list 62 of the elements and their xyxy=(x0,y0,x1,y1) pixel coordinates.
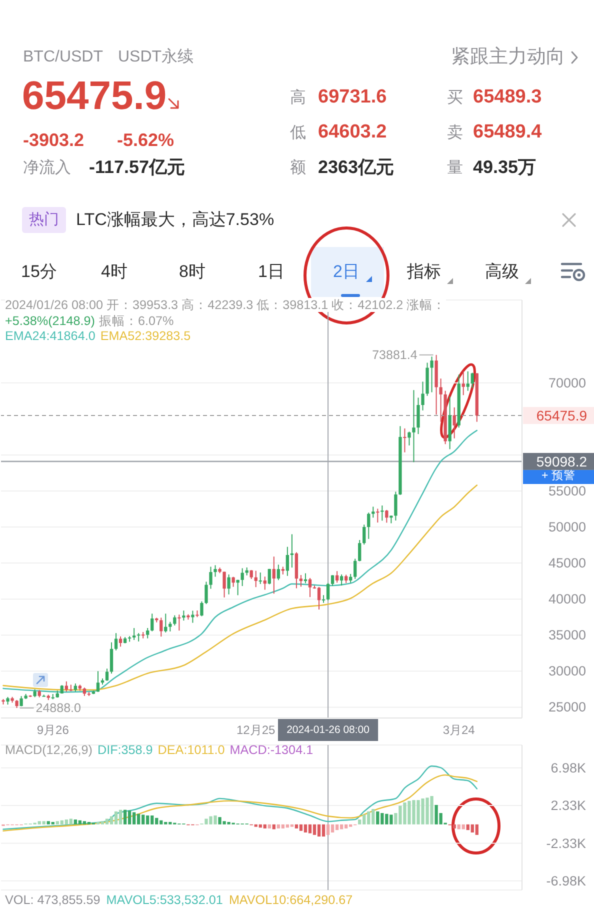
text: 2日 xyxy=(333,262,360,282)
y-tick-label: 55000 xyxy=(548,483,586,498)
chart-title: MACD(12,26,9) xyxy=(5,743,92,757)
annotation: 73881.4 xyxy=(372,348,418,362)
ref-line-label: 65475.9 xyxy=(536,407,588,424)
text: 高 xyxy=(290,88,306,108)
text: LTC涨幅最大，高达7.53% xyxy=(76,210,274,230)
x-tick-label: 3月24 xyxy=(442,723,476,737)
ref-line-label: 2024-01-26 08:00 xyxy=(286,724,370,736)
text: 紧跟主力动向 xyxy=(451,46,565,70)
annotation: EMA52:39283.5 xyxy=(100,329,191,344)
text: 低 xyxy=(290,123,306,143)
text: 8时 xyxy=(179,262,206,282)
text: MAVOL5:533,532.01 xyxy=(106,893,223,907)
text: 高级 xyxy=(485,262,519,282)
y-tick-label: 2.33K xyxy=(550,798,586,814)
annotation: 振幅：6.07% xyxy=(98,314,174,328)
text: 量 xyxy=(447,158,463,178)
text: 2363亿元 xyxy=(318,157,394,179)
y-tick-label: 6.98K xyxy=(550,760,586,776)
y-tick-label: 30000 xyxy=(548,664,586,679)
annotation: MACD:-1304.1 xyxy=(230,743,314,758)
text: USDT永续 xyxy=(118,47,194,67)
text: 15分 xyxy=(21,262,57,282)
text: 卖 xyxy=(447,123,463,143)
text: 4时 xyxy=(101,262,128,282)
annotation: +5.38%(2148.9) xyxy=(5,314,95,328)
y-tick-label: -2.33K xyxy=(546,836,586,851)
x-tick-label: 9月26 xyxy=(36,723,70,737)
x-tick-label: 12月25 xyxy=(236,723,276,737)
text: 热门 xyxy=(29,211,59,229)
text: 净流入 xyxy=(23,158,71,178)
y-tick-label: 70000 xyxy=(548,375,586,390)
text: -5.62% xyxy=(117,130,174,152)
ref-line-label: 59098.2 xyxy=(536,453,588,470)
y-tick-label: 45000 xyxy=(548,556,586,571)
text: 1日 xyxy=(258,262,284,282)
text: 65489.4 xyxy=(473,122,542,144)
text: 指标 xyxy=(407,262,441,282)
annotation: 2024/01/26 08:00 开：39953.3 高：42239.3 低：39813.1 收：42102.2 涨幅： xyxy=(5,298,446,312)
text: MAVOL10:664,290.67 xyxy=(228,893,353,907)
text: 64603.2 xyxy=(318,122,387,144)
annotation: 24888.0 xyxy=(36,700,82,715)
text: 65489.3 xyxy=(473,86,542,110)
text: BTC/USDT xyxy=(23,47,103,67)
text: 65475.9 xyxy=(22,73,167,120)
annotation: EMA24:41864.0 xyxy=(5,329,96,344)
text: -117.57亿元 xyxy=(89,157,186,179)
y-tick-label: 40000 xyxy=(548,592,586,607)
text: 69731.6 xyxy=(318,86,387,110)
text: -3903.2 xyxy=(23,130,84,152)
text: VOL: 473,855.59 xyxy=(5,893,100,907)
y-tick-label: 25000 xyxy=(548,700,586,715)
text: 买 xyxy=(447,88,463,108)
button: + 预警 xyxy=(523,470,594,484)
text: DEA:1011.0 xyxy=(158,743,225,758)
text: 额 xyxy=(290,158,306,178)
y-tick-label: 50000 xyxy=(548,520,586,535)
text: 49.35万 xyxy=(473,157,536,179)
text: DIF:358.9 xyxy=(97,743,153,758)
y-tick-label: 35000 xyxy=(548,628,586,643)
y-tick-label: -6.98K xyxy=(546,873,586,888)
